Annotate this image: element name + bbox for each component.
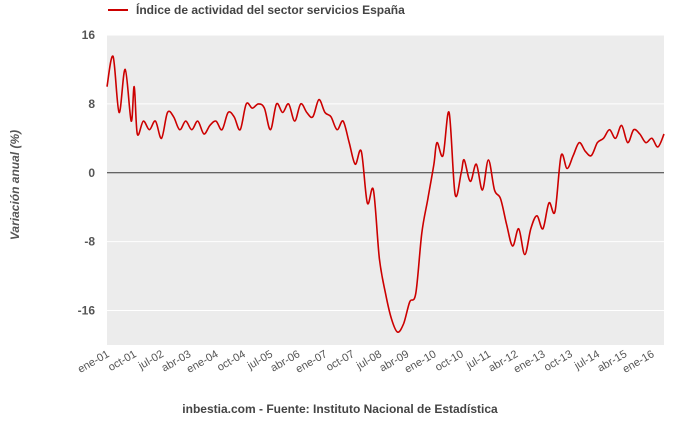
x-axis-ticks: ene-01oct-01jul-02abr-03ene-04oct-04jul-… [76, 348, 657, 376]
y-axis-label: Variación anual (%) [8, 129, 22, 241]
legend-swatch [108, 9, 128, 11]
x-tick-label: ene-04 [185, 348, 221, 376]
y-tick-label: 8 [88, 97, 95, 111]
x-tick-label: ene-16 [621, 348, 657, 376]
x-tick-label: oct-04 [215, 348, 247, 374]
plot-area [107, 35, 664, 345]
y-axis-ticks: 16 8 0 -8 -16 [78, 28, 96, 318]
x-tick-label: ene-07 [294, 348, 330, 376]
x-tick-label: ene-13 [512, 348, 548, 376]
source-caption: inbestia.com - Fuente: Instituto Naciona… [182, 402, 498, 416]
legend-label: Índice de actividad del sector servicios… [136, 3, 405, 17]
series-line [106, 55, 665, 333]
x-tick-label: oct-07 [324, 348, 356, 374]
legend: Índice de actividad del sector servicios… [108, 3, 405, 17]
y-tick-label: -8 [84, 235, 95, 249]
y-tick-label: 0 [88, 166, 95, 180]
y-tick-label: 16 [82, 28, 96, 42]
x-tick-label: ene-10 [403, 348, 439, 376]
x-tick-label: oct-13 [542, 348, 574, 374]
y-tick-label: -16 [78, 304, 96, 318]
x-tick-label: ene-01 [76, 348, 112, 376]
x-tick-label: oct-01 [106, 348, 138, 374]
series-layer [106, 55, 665, 333]
x-tick-label: oct-10 [433, 348, 465, 374]
